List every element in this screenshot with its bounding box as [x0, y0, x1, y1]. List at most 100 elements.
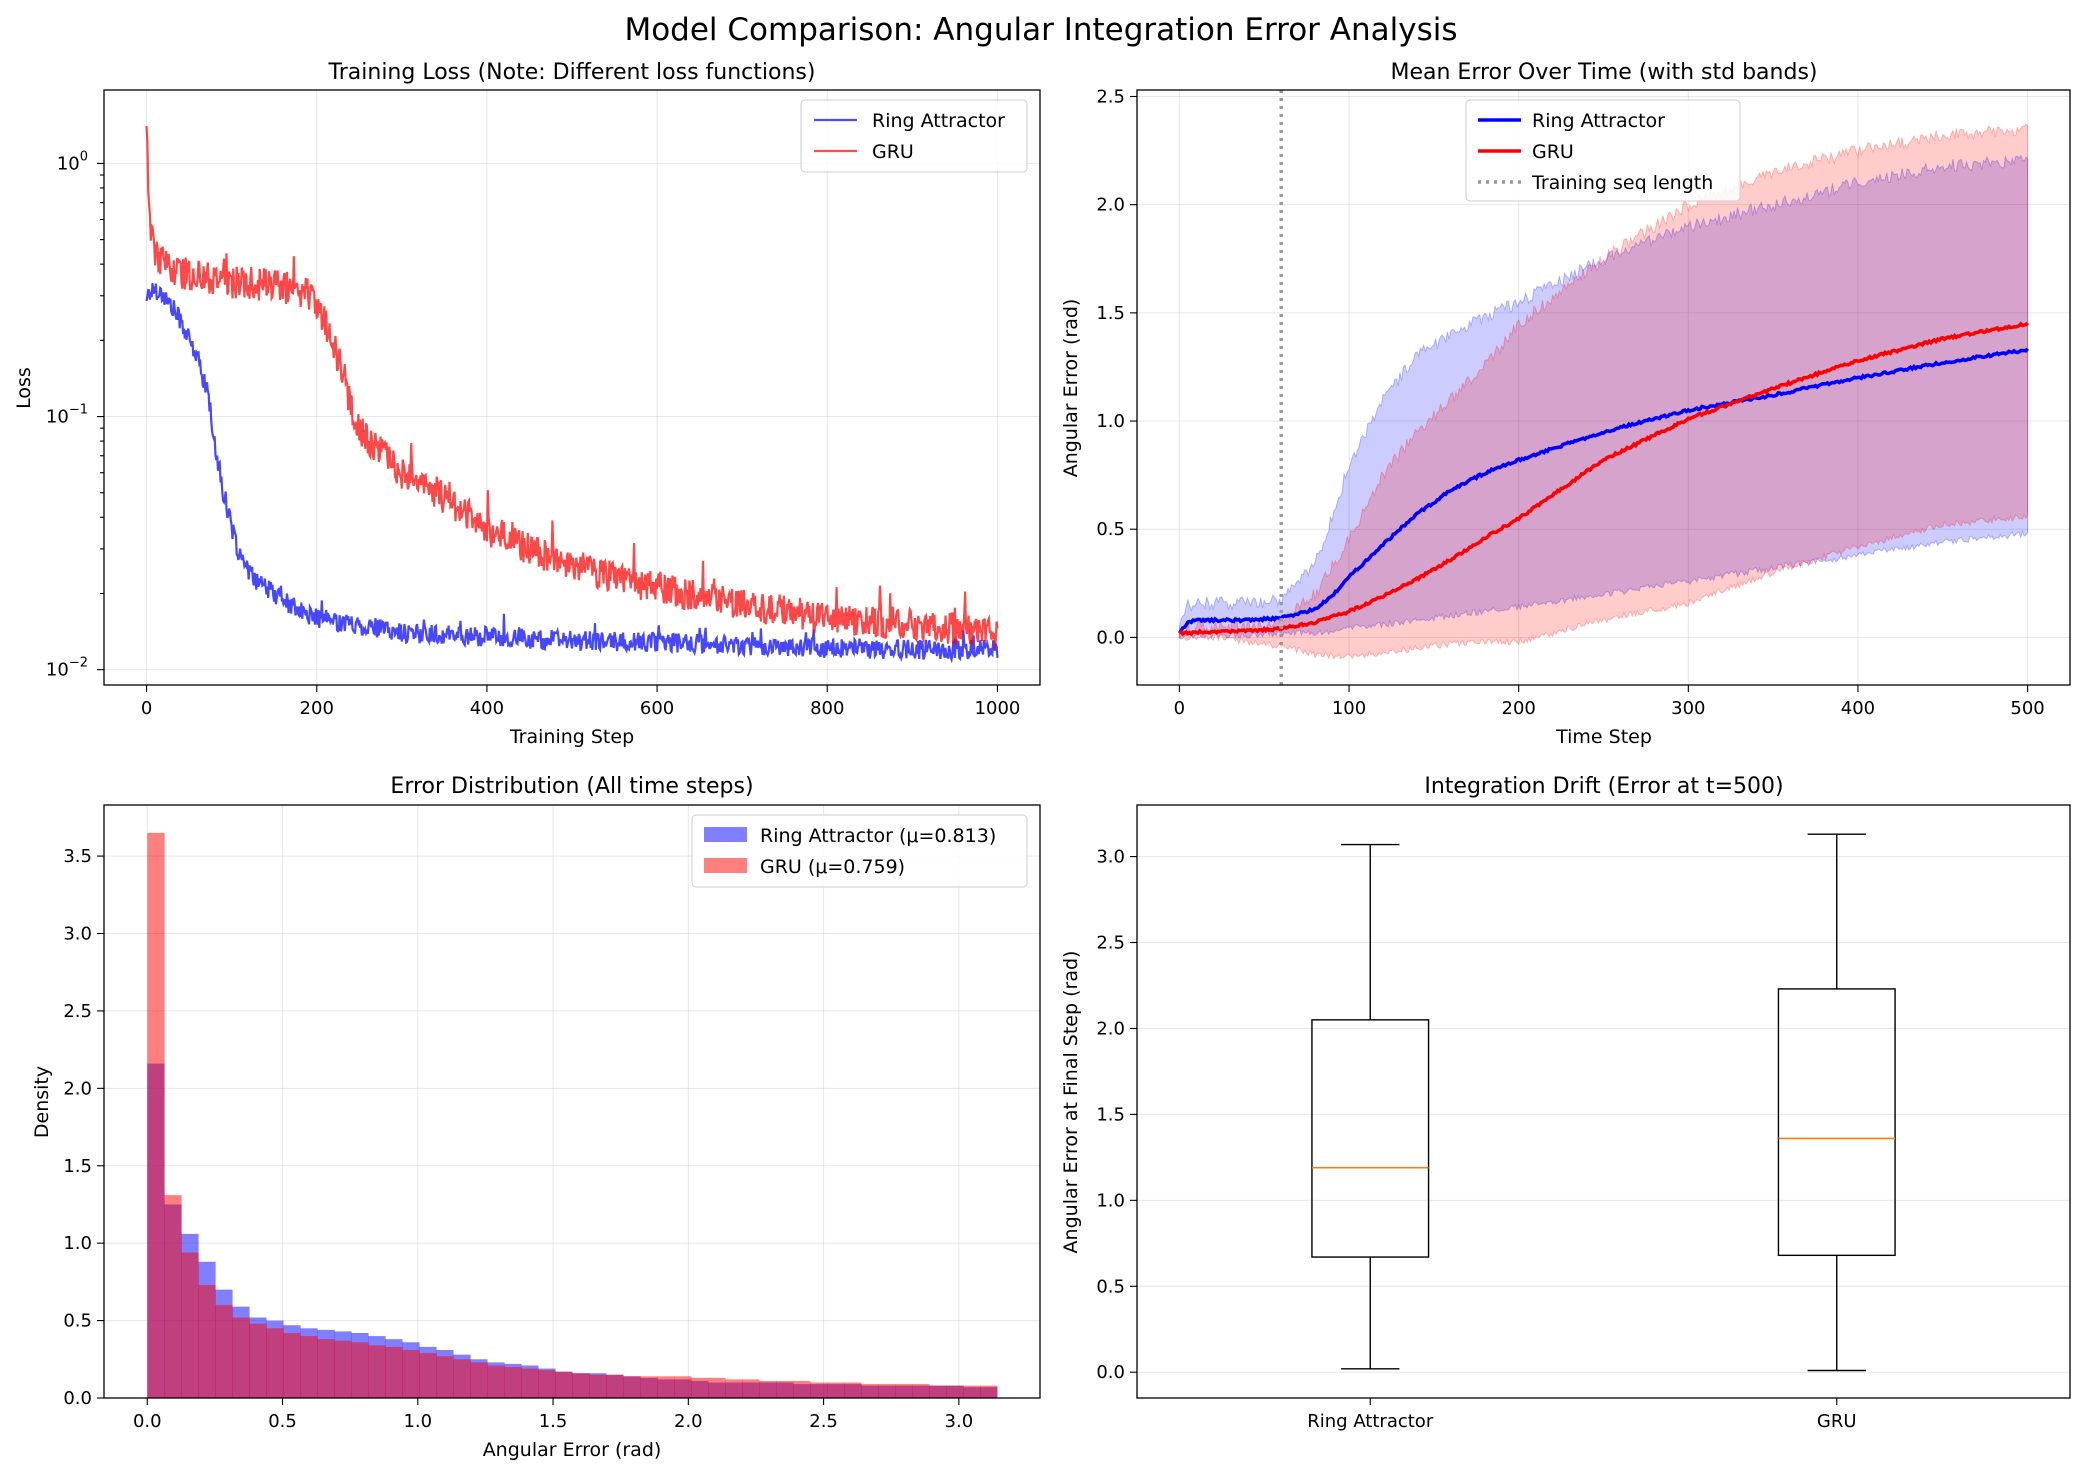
mean-error-xlabel: Time Step	[1555, 726, 1652, 748]
ring-attractor-loss-line	[145, 283, 999, 664]
error-distribution-xtick-label: 3.0	[945, 1411, 974, 1432]
error-distribution-title: Error Distribution (All time steps)	[390, 774, 753, 799]
gru-hist-bar	[283, 1332, 301, 1398]
integration-drift-xtick-label: Ring Attractor	[1307, 1411, 1434, 1432]
error-distribution-panel: Error Distribution (All time steps) 0.0 0…	[31, 774, 1041, 1461]
legend-gru-label: GRU (μ=0.759)	[760, 856, 905, 878]
mean-error-xtick-label: 200	[1502, 698, 1536, 719]
training-loss-grid	[104, 90, 1040, 685]
gru-hist-bar	[657, 1376, 675, 1398]
gru-hist-bar	[810, 1382, 828, 1398]
mean-error-ytick-label: 2.0	[1096, 195, 1125, 216]
integration-drift-ticks: 0.0 0.5 1.0 1.5 2.0 2.5 3.0 Ring Attractor GRU	[1096, 847, 1856, 1432]
training-loss-panel: Training Loss (Note: Different loss func…	[13, 60, 1041, 748]
gru-hist-bar	[538, 1370, 556, 1398]
gru-hist-bar	[878, 1384, 896, 1398]
gru-hist-bar	[691, 1377, 709, 1398]
integration-drift-ytick-label: 3.0	[1096, 847, 1125, 868]
gru-hist-bar	[436, 1356, 454, 1398]
legend-box	[1465, 99, 1741, 202]
gru-hist-bar	[572, 1373, 590, 1398]
error-distribution-legend: Ring Attractor (μ=0.813) GRU (μ=0.759)	[691, 814, 1028, 888]
training-loss-ylabel: Loss	[13, 367, 35, 409]
gru-hist-bar	[198, 1284, 216, 1398]
error-distribution-ytick-label: 1.5	[63, 1156, 92, 1177]
gru-hist-bar	[470, 1362, 488, 1398]
training-loss-ytick-label: 100	[57, 149, 88, 174]
ring-attractor-box	[1311, 1019, 1430, 1258]
integration-drift-title: Integration Drift (Error at t=500)	[1424, 774, 1783, 799]
error-distribution-ytick-label: 3.5	[63, 846, 92, 867]
error-distribution-ytick-label: 3.0	[63, 924, 92, 945]
gru-hist-bar	[164, 1195, 182, 1398]
legend-box	[691, 814, 1028, 888]
integration-drift-ytick-label: 2.5	[1096, 933, 1125, 954]
error-distribution-ticks: 0.0 0.5 1.0 1.5 2.0 2.5 3.0 0.0 0.5 1.0 1.5 2.0 2.5 3…	[63, 846, 973, 1432]
gru-hist-bar	[317, 1339, 335, 1398]
error-distribution-xtick-label: 2.5	[809, 1411, 838, 1432]
error-distribution-ylabel: Density	[31, 1066, 53, 1138]
legend-vline-label: Training seq length	[1531, 172, 1713, 194]
gru-hist-bar	[776, 1380, 794, 1398]
gru-hist-bar	[487, 1365, 505, 1398]
legend-gru-label: GRU	[872, 141, 914, 163]
mean-error-ytick-label: 0.0	[1096, 627, 1125, 648]
gru-hist-bar	[589, 1374, 607, 1398]
gru-hist-bar	[708, 1377, 726, 1398]
mean-error-ylabel: Angular Error (rad)	[1060, 299, 1082, 478]
error-distribution-ytick-label: 2.5	[63, 1001, 92, 1022]
gru-hist-bar	[147, 832, 165, 1398]
legend-ring-swatch	[704, 827, 747, 842]
gru-hist-bar	[402, 1350, 420, 1398]
error-distribution-xtick-label: 1.0	[403, 1411, 432, 1432]
integration-drift-xtick-label: GRU	[1817, 1411, 1857, 1432]
gru-hist-bar	[368, 1345, 386, 1398]
mean-error-ytick-label: 1.0	[1096, 411, 1125, 432]
training-loss-title: Training Loss (Note: Different loss func…	[328, 60, 816, 85]
error-distribution-xtick-label: 0.5	[268, 1411, 297, 1432]
error-distribution-xtick-label: 0.0	[133, 1411, 162, 1432]
gru-hist-bar	[300, 1336, 318, 1398]
gru-loss-line	[145, 125, 999, 650]
legend-gru-swatch	[704, 858, 747, 873]
gru-hist-bar	[521, 1368, 539, 1398]
mean-error-xtick-label: 400	[1841, 698, 1875, 719]
gru-hist-bar	[946, 1385, 964, 1398]
gru-std-band	[1178, 123, 2029, 661]
error-distribution-marks	[147, 832, 998, 1398]
training-loss-marks	[145, 125, 999, 664]
mean-error-xtick-label: 500	[2010, 698, 2044, 719]
legend-ring-label: Ring Attractor	[872, 110, 1005, 132]
gru-hist-bar	[453, 1359, 471, 1398]
gru-hist-bar	[215, 1305, 233, 1398]
mean-error-xtick-label: 0	[1174, 698, 1185, 719]
figure-title: Model Comparison: Angular Integration Er…	[624, 12, 1457, 48]
integration-drift-grid	[1137, 856, 2070, 1373]
integration-drift-panel: Integration Drift (Error at t=500) 0.00.…	[1060, 774, 2071, 1432]
training-loss-ytick-label: 10−1	[46, 403, 88, 428]
gru-hist-bar	[759, 1380, 777, 1398]
training-loss-xtick-label: 600	[640, 698, 674, 719]
training-loss-xtick-label: 1000	[975, 698, 1021, 719]
error-distribution-xtick-label: 1.5	[539, 1411, 568, 1432]
integration-drift-ylabel: Angular Error at Final Step (rad)	[1060, 951, 1082, 1254]
gru-hist-bar	[181, 1252, 199, 1398]
training-loss-xtick-label: 400	[470, 698, 504, 719]
gru-hist-bar	[555, 1371, 573, 1398]
error-distribution-axes-frame	[103, 804, 1041, 1399]
gru-hist-bar	[980, 1385, 998, 1398]
training-loss-xtick-label: 800	[810, 698, 844, 719]
legend-ring-label: Ring Attractor (μ=0.813)	[760, 825, 996, 847]
integration-drift-ytick-label: 2.0	[1096, 1018, 1125, 1039]
integration-drift-marks	[1311, 833, 1896, 1372]
gru-hist-bar	[232, 1317, 250, 1398]
gru-hist-bar	[623, 1376, 641, 1398]
error-distribution-ytick-label: 2.0	[63, 1078, 92, 1099]
gru-hist-bar	[844, 1382, 862, 1398]
training-loss-xtick-label: 200	[300, 698, 334, 719]
gru-hist-bar	[929, 1385, 947, 1398]
error-distribution-ytick-label: 0.0	[63, 1388, 92, 1409]
training-loss-ytick-label: 10−2	[46, 656, 88, 681]
gru-hist-bar	[606, 1374, 624, 1398]
